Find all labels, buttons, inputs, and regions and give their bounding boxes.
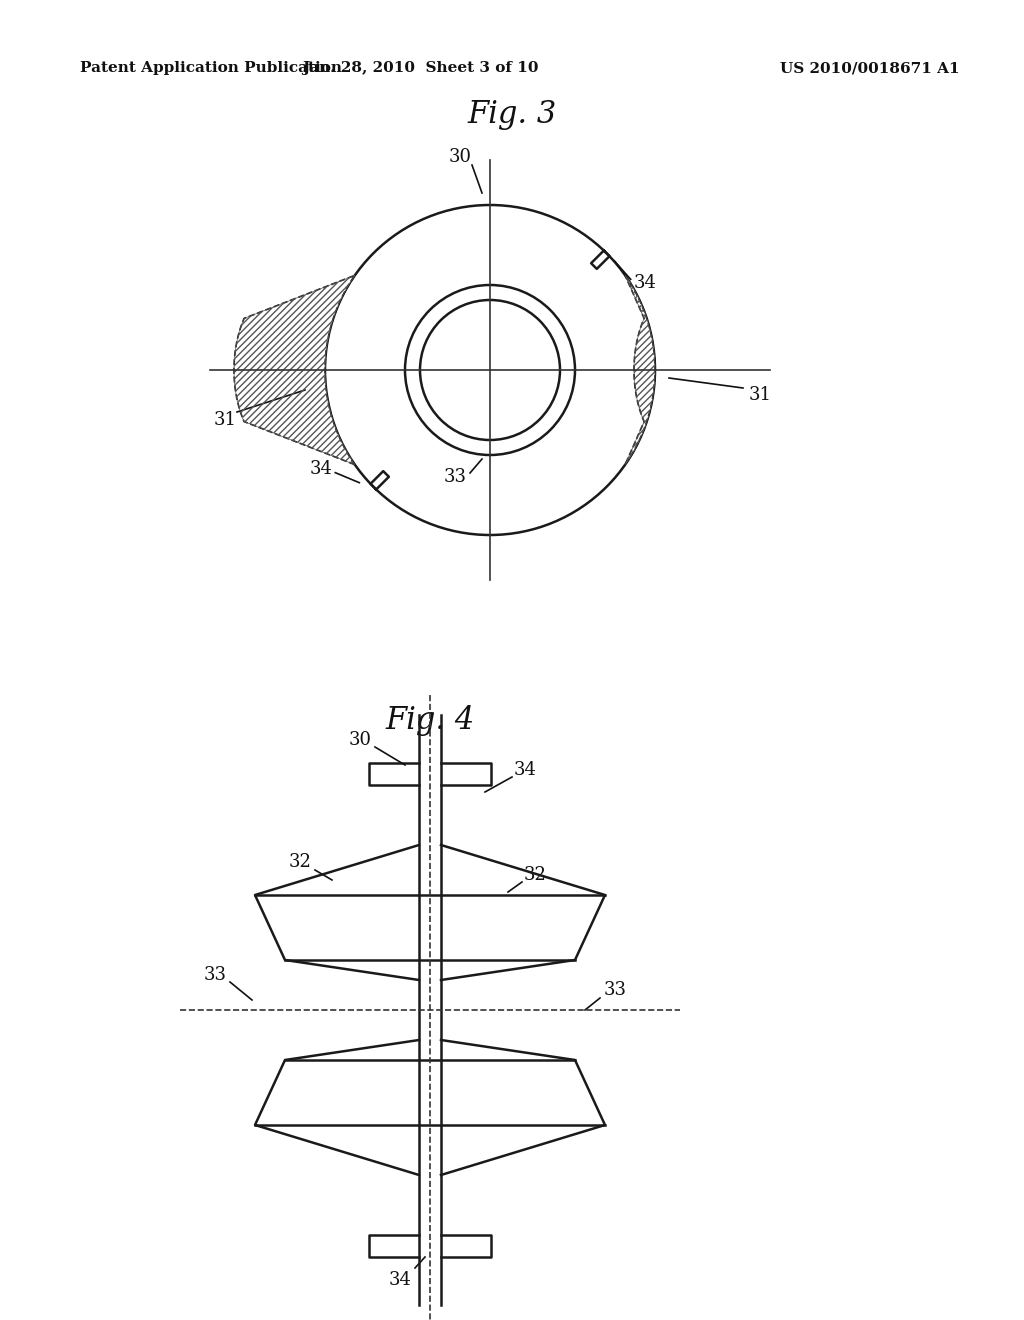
- Polygon shape: [626, 276, 655, 465]
- Polygon shape: [234, 276, 355, 465]
- Text: 33: 33: [603, 981, 627, 999]
- Text: 30: 30: [449, 148, 471, 166]
- Text: Jan. 28, 2010  Sheet 3 of 10: Jan. 28, 2010 Sheet 3 of 10: [302, 61, 539, 75]
- Text: Fig. 3: Fig. 3: [467, 99, 557, 131]
- Text: 34: 34: [388, 1271, 412, 1290]
- Text: 32: 32: [523, 866, 547, 884]
- Text: 33: 33: [204, 966, 226, 983]
- Text: 33: 33: [443, 469, 467, 486]
- Text: 31: 31: [213, 411, 237, 429]
- Text: 32: 32: [289, 853, 311, 871]
- Text: 31: 31: [749, 385, 771, 404]
- Text: Patent Application Publication: Patent Application Publication: [80, 61, 342, 75]
- Text: US 2010/0018671 A1: US 2010/0018671 A1: [780, 61, 959, 75]
- Text: Fig. 4: Fig. 4: [385, 705, 475, 735]
- Text: 34: 34: [310, 459, 333, 478]
- Text: 30: 30: [348, 731, 372, 748]
- Text: 34: 34: [514, 762, 537, 779]
- Text: 34: 34: [633, 275, 656, 292]
